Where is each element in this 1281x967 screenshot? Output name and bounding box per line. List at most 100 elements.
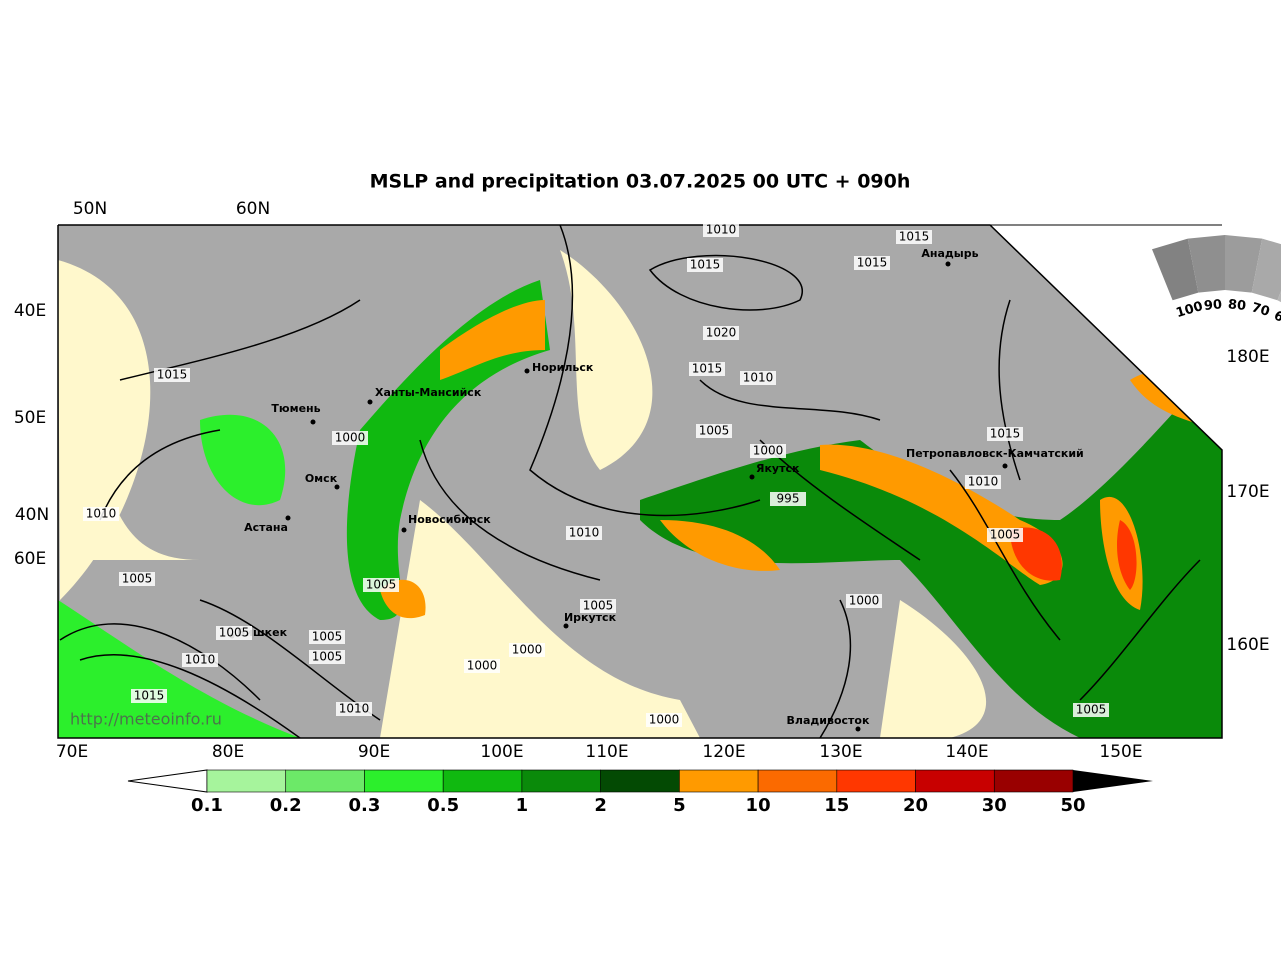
- colorbar-box: [206, 769, 287, 793]
- grid-label: 50E: [14, 408, 46, 428]
- grid-label: 170E: [1226, 482, 1269, 502]
- isobar-label: 1010: [185, 653, 216, 667]
- grid-label: 120E: [702, 742, 745, 762]
- grid-label: 160E: [1226, 635, 1269, 655]
- colorbar-label: 20: [903, 795, 928, 816]
- isobar-label: 995: [777, 492, 800, 506]
- grid-label: 150E: [1099, 742, 1142, 762]
- colorbar-label: 1: [516, 795, 529, 816]
- isobar-label-bg: [309, 630, 345, 644]
- isobar-label: 1015: [899, 230, 930, 244]
- watermark: http://meteoinfo.ru: [70, 710, 222, 729]
- city-dot: [401, 527, 407, 533]
- cloud-scale-label: 70: [1250, 300, 1272, 320]
- colorbar-box: [679, 769, 759, 793]
- cloud-scale-segment: [1187, 235, 1225, 293]
- isobar-label: 1000: [335, 431, 366, 445]
- map-area: [58, 225, 1222, 738]
- city-label: Новосибирск: [408, 513, 491, 526]
- colorbar-label: 15: [824, 795, 849, 816]
- colorbar-label: 2: [594, 795, 607, 816]
- isobar-label-bg: [987, 427, 1023, 441]
- city-dot: [855, 726, 861, 732]
- isobar-label: 1020: [706, 326, 737, 340]
- city-label: Астана: [244, 521, 288, 534]
- isobar-label: 1005: [122, 572, 153, 586]
- city-dot: [285, 515, 291, 521]
- isobar-label: 1010: [86, 507, 117, 521]
- cloud-scale-segment: [1152, 238, 1199, 301]
- isobar-label: 1005: [366, 578, 397, 592]
- city-label: Иркутск: [564, 611, 617, 624]
- isobar-label: 1015: [692, 362, 723, 376]
- isobar-label: 1015: [134, 689, 165, 703]
- isobar-label: 1005: [312, 630, 343, 644]
- isobar-label: 1000: [753, 444, 784, 458]
- isobar-label: 1005: [312, 650, 343, 664]
- city-label: Якутск: [756, 462, 800, 475]
- isobar-label-bg: [703, 326, 739, 340]
- isobar-label-bg: [83, 507, 119, 521]
- colorbar-label: 0.5: [427, 795, 459, 816]
- isobar-label-bg: [182, 653, 218, 667]
- isobar-label: 1010: [743, 371, 774, 385]
- colorbar-label: 0.3: [349, 795, 381, 816]
- grid-label: 60N: [236, 199, 270, 219]
- isobar-label: 1000: [512, 643, 543, 657]
- isobar-label-bg: [216, 626, 252, 640]
- grid-label: 80E: [212, 742, 244, 762]
- city-dot: [524, 368, 530, 374]
- title: MSLP and precipitation 03.07.2025 00 UTC…: [370, 171, 911, 193]
- city-label: Омск: [305, 472, 338, 485]
- colorbar-label: 5: [673, 795, 686, 816]
- isobar-label-bg: [363, 578, 399, 592]
- grid-label: 140E: [945, 742, 988, 762]
- isobar-label-bg: [336, 702, 372, 716]
- isobar-label-bg: [119, 572, 155, 586]
- grid-label: 90E: [358, 742, 390, 762]
- colorbar-box: [364, 769, 444, 793]
- isobar-label-bg: [854, 256, 890, 270]
- colorbar-box: [285, 769, 365, 793]
- isobar-label-bg: [987, 528, 1023, 542]
- isobar-label-bg: [309, 650, 345, 664]
- grid-label: 70E: [56, 742, 88, 762]
- colorbar: 0.1 0.2 0.3 0.5 1 2 5 10 15 20 30 50: [127, 769, 1153, 816]
- cloud-scale-segment: [1277, 291, 1281, 303]
- grid-label: 40E: [14, 301, 46, 321]
- colorbar-box: [993, 769, 1074, 793]
- isobar-label-bg: [580, 599, 616, 613]
- isobar-label-bg: [740, 371, 776, 385]
- city-label: Владивосток: [787, 714, 870, 727]
- isobar-label: 1000: [649, 713, 680, 727]
- isobar-label-bg: [846, 594, 882, 608]
- colorbar-label: 0.1: [191, 795, 223, 816]
- cloud-scale-label: 100: [1174, 299, 1204, 321]
- colorbar-box: [600, 769, 680, 793]
- colorbar-label: 0.2: [270, 795, 302, 816]
- cloud-scale-label: 60: [1271, 308, 1281, 330]
- isobar-label: 1015: [690, 258, 721, 272]
- isobar-label: 1005: [219, 626, 250, 640]
- isobar-label-bg: [696, 424, 732, 438]
- grid-label: 110E: [585, 742, 628, 762]
- isobar-label-bg: [131, 689, 167, 703]
- city-dot: [945, 261, 951, 267]
- city-label: Анадырь: [921, 247, 978, 260]
- grid-label: 40N: [15, 505, 49, 525]
- isobar-label-bg: [750, 444, 786, 458]
- colorbar-over: [1073, 770, 1153, 792]
- isobar-label: 1015: [157, 368, 188, 382]
- grid-label: 100E: [480, 742, 523, 762]
- colorbar-label: 30: [982, 795, 1007, 816]
- isobar-label-bg: [703, 223, 739, 237]
- isobar-label-bg: [965, 475, 1001, 489]
- isobar-label: 1005: [1076, 703, 1107, 717]
- isobar-label-bg: [770, 492, 806, 506]
- cloud-scale: 1009080706050403020: [1152, 235, 1281, 330]
- city-dot: [1002, 463, 1008, 469]
- isobar-label: 1005: [583, 599, 614, 613]
- city-dot: [334, 484, 340, 490]
- isobar-label: 1010: [569, 526, 600, 540]
